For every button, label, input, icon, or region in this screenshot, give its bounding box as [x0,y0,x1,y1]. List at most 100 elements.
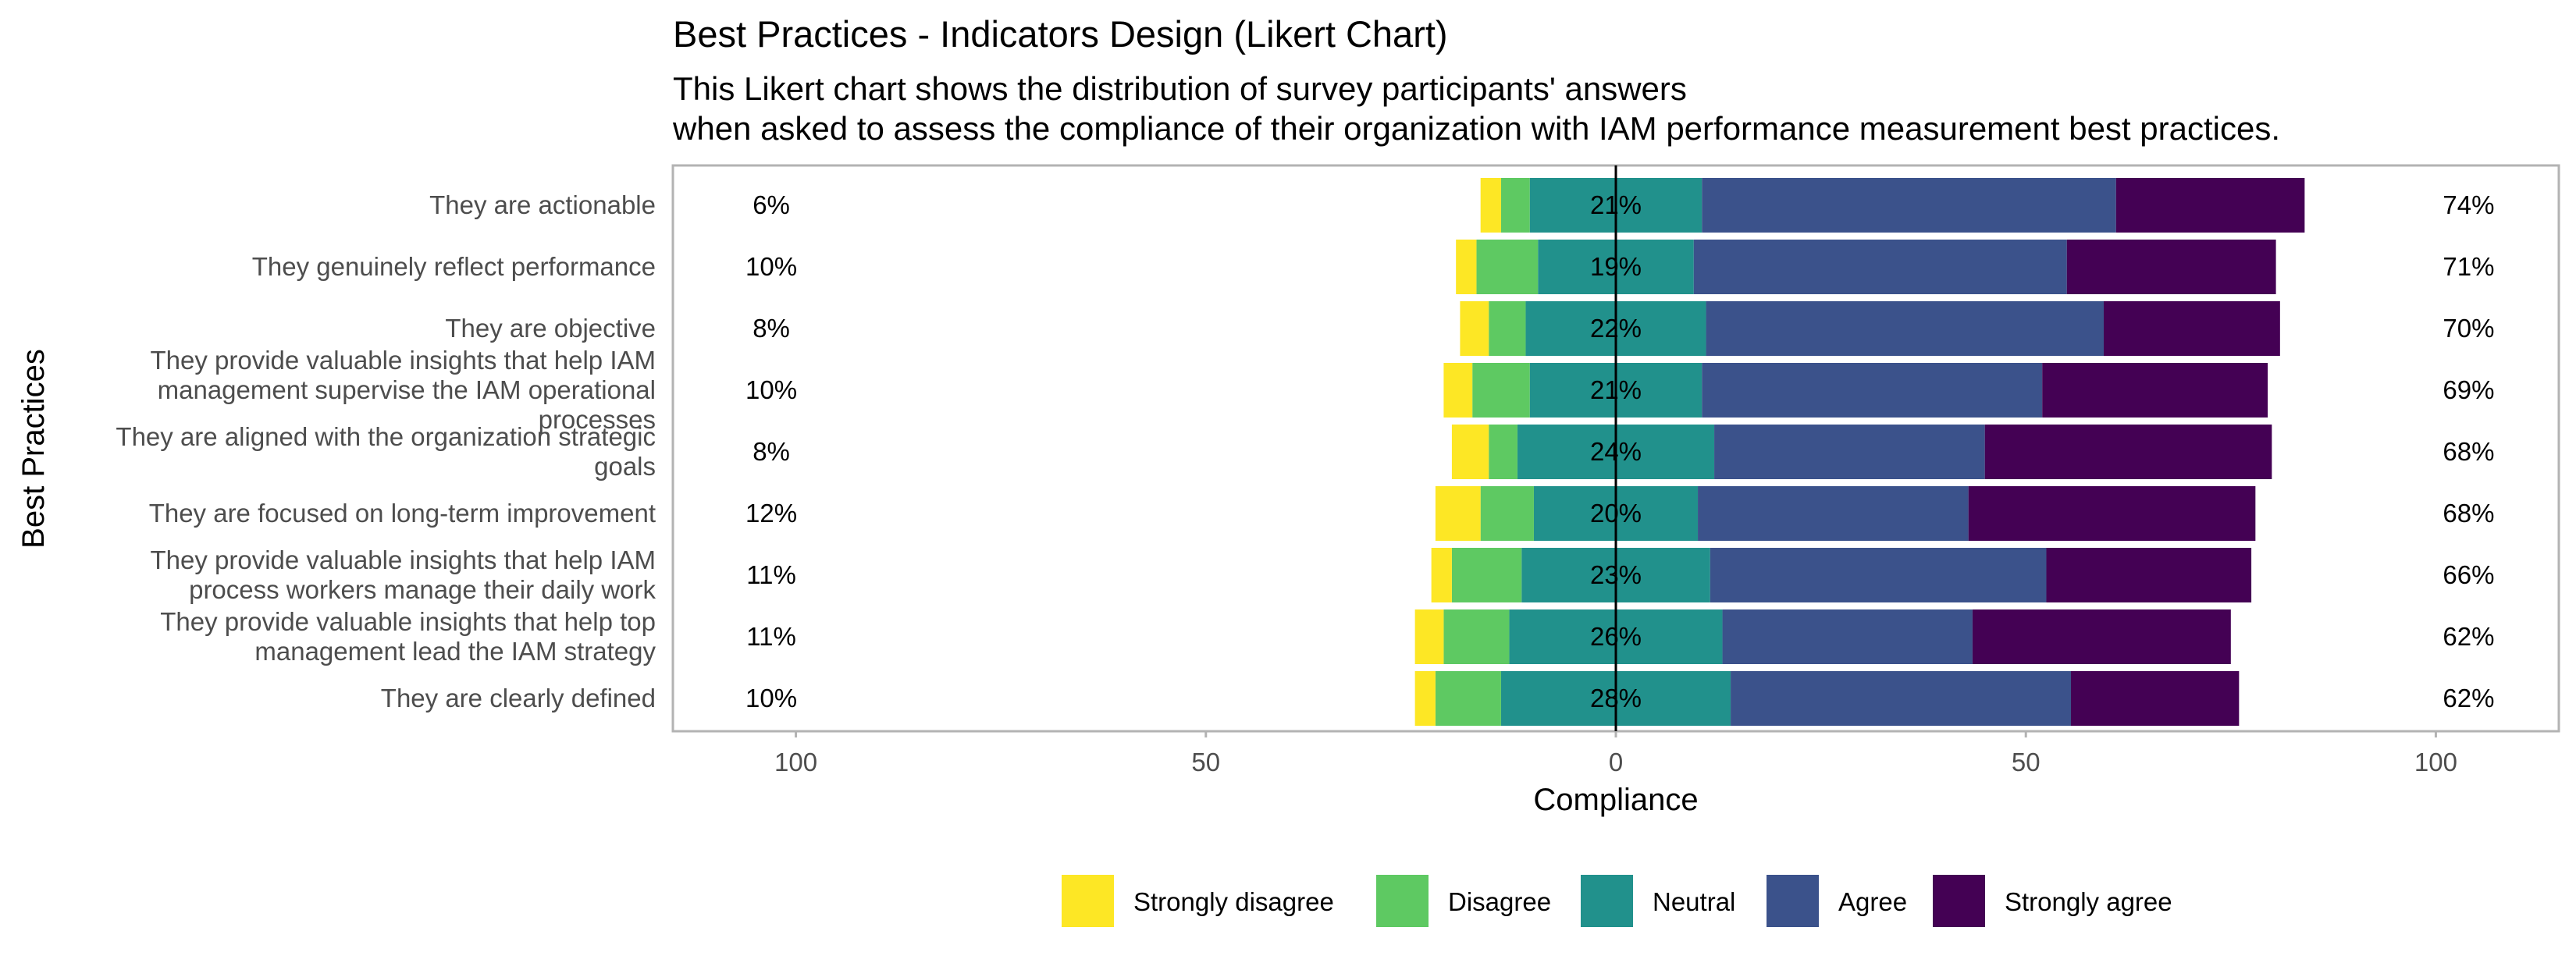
percent-labels: 6% 21% 74% 10% 19% 71% 8% 22% 70% 10% 21% 69% 8% 24% 6… [745,190,2494,712]
category-label-row-5: They are aligned with the organization s… [116,422,656,481]
bar-strongly-disagree-row-6 [1435,486,1481,541]
bar-strongly-agree-row-4 [2042,363,2268,418]
neutral-percent-label-row-2: 19% [1590,252,1642,281]
x-tick-label-2: 50 [1191,748,1220,776]
neutral-percent-label-row-4: 21% [1590,375,1642,404]
negative-percent-label-row-3: 8% [753,314,790,343]
bar-agree-row-5 [1714,425,1985,479]
bar-strongly-agree-row-1 [2115,178,2305,233]
bar-neutral-row-7-right [1616,548,1710,602]
bar-neutral-row-7-left [1521,548,1616,602]
legend-label-strongly-agree: Strongly agree [2005,887,2172,916]
negative-percent-label-row-1: 6% [753,190,790,219]
bars-layer [1414,165,2305,731]
neutral-percent-label-row-7: 23% [1590,560,1642,589]
bar-disagree-row-4 [1472,363,1530,418]
legend-swatch-strongly-disagree [1062,875,1114,927]
negative-percent-label-row-9: 10% [745,684,797,712]
neutral-percent-label-row-1: 21% [1590,190,1642,219]
bar-strongly-agree-row-8 [1972,609,2231,664]
bar-strongly-agree-row-9 [2070,671,2240,726]
bar-agree-row-8 [1722,609,1973,664]
bar-neutral-row-9-right [1616,671,1731,726]
category-label-row-8: They provide valuable insights that help… [160,607,656,666]
bar-disagree-row-8 [1443,609,1510,664]
bar-strongly-agree-row-3 [2104,301,2280,356]
x-tick-label-4: 50 [2012,748,2041,776]
x-tick-label-5: 100 [2414,748,2457,776]
bar-neutral-row-9-left [1500,671,1616,726]
legend-label-strongly-disagree: Strongly disagree [1133,887,1334,916]
legend-swatch-neutral [1581,875,1633,927]
x-axis-title: Compliance [1533,783,1698,817]
positive-percent-label-row-6: 68% [2443,499,2494,528]
legend-swatch-agree [1767,875,1819,927]
category-label-row-3: They are objective [445,314,656,343]
bar-neutral-row-6-left [1533,486,1616,541]
category-label-row-7: They provide valuable insights that help… [150,545,656,604]
bar-agree-row-4 [1702,363,2043,418]
bar-neutral-row-1-left [1529,178,1616,233]
legend-swatch-disagree [1376,875,1429,927]
bar-neutral-row-8-left [1509,609,1616,664]
bar-agree-row-1 [1702,178,2116,233]
chart-subtitle-line-1: This Likert chart shows the distribution… [673,70,1687,107]
bar-agree-row-7 [1710,548,2047,602]
negative-percent-label-row-4: 10% [745,375,797,404]
bar-disagree-row-3 [1489,301,1526,356]
legend-swatch-strongly-agree [1933,875,1985,927]
bar-disagree-row-5 [1489,425,1517,479]
bar-neutral-row-1-right [1616,178,1703,233]
bar-neutral-row-3-left [1525,301,1616,356]
bar-disagree-row-6 [1480,486,1534,541]
neutral-percent-label-row-6: 20% [1590,499,1642,528]
category-label-row-6: They are focused on long-term improvemen… [149,499,656,528]
bar-strongly-disagree-row-3 [1460,301,1489,356]
positive-percent-label-row-8: 62% [2443,622,2494,651]
bar-strongly-disagree-row-7 [1431,548,1452,602]
bar-neutral-row-2-left [1538,240,1616,294]
chart-subtitle-line-2: when asked to assess the compliance of t… [672,110,2280,147]
bar-neutral-row-3-right [1616,301,1706,356]
neutral-percent-label-row-5: 24% [1590,437,1642,466]
bar-agree-row-6 [1698,486,1969,541]
bar-strongly-disagree-row-8 [1414,609,1444,664]
bar-strongly-disagree-row-5 [1451,425,1489,479]
bar-neutral-row-6-right [1616,486,1699,541]
legend-label-disagree: Disagree [1448,887,1551,916]
bar-disagree-row-2 [1476,240,1539,294]
bar-strongly-disagree-row-1 [1480,178,1501,233]
positive-percent-label-row-7: 66% [2443,560,2494,589]
negative-percent-label-row-8: 11% [746,622,796,651]
negative-percent-label-row-7: 11% [746,560,796,589]
category-label-row-1: They are actionable [429,190,656,219]
bar-strongly-disagree-row-9 [1414,671,1436,726]
bar-neutral-row-4-right [1616,363,1703,418]
negative-percent-label-row-2: 10% [745,252,797,281]
chart-title: Best Practices - Indicators Design (Like… [673,13,1448,55]
bar-neutral-row-2-right [1616,240,1694,294]
legend-label-agree: Agree [1838,887,1907,916]
bar-strongly-agree-row-7 [2046,548,2252,602]
negative-percent-label-row-5: 8% [753,437,790,466]
bar-neutral-row-4-left [1529,363,1616,418]
y-axis-labels: They are actionable They genuinely reflec… [116,190,656,712]
bar-strongly-agree-row-5 [1984,425,2272,479]
positive-percent-label-row-9: 62% [2443,684,2494,712]
bar-agree-row-3 [1706,301,2105,356]
bar-agree-row-2 [1693,240,2067,294]
bar-strongly-agree-row-2 [2066,240,2276,294]
positive-percent-label-row-2: 71% [2443,252,2494,281]
bar-disagree-row-1 [1500,178,1530,233]
y-axis-title: Best Practices [16,349,51,549]
category-label-row-9: They are clearly defined [381,684,656,712]
positive-percent-label-row-4: 69% [2443,375,2494,404]
bar-neutral-row-5-right [1616,425,1715,479]
bar-strongly-disagree-row-4 [1443,363,1473,418]
bar-disagree-row-9 [1435,671,1501,726]
bar-disagree-row-7 [1451,548,1522,602]
category-label-row-2: They genuinely reflect performance [252,252,656,281]
neutral-percent-label-row-8: 26% [1590,622,1642,651]
x-axis-ticks: 100 50 0 50 100 [774,731,2457,776]
bar-neutral-row-8-right [1616,609,1723,664]
